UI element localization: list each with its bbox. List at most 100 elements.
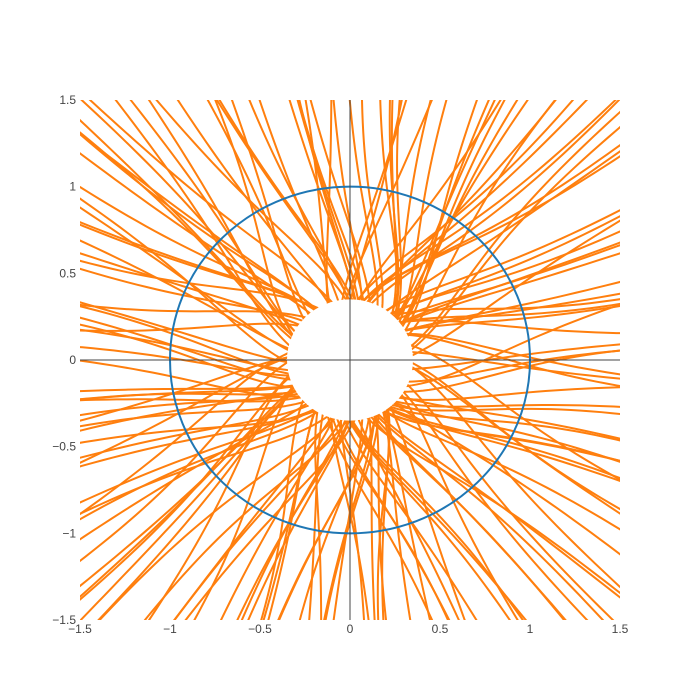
orange-series-line [411,343,620,371]
orange-series-line [80,118,294,337]
orange-series-line [80,132,318,310]
orange-series-line [395,100,529,321]
y-tick-label: 1.5 [59,93,76,107]
orange-series-line [80,239,290,350]
orange-series-line [411,362,620,511]
orange-series-line [336,418,451,620]
orange-series-line [330,416,370,620]
orange-series-line [376,407,391,620]
orange-series-line [332,418,364,620]
orange-series-line [398,319,620,335]
orange-series-line [404,305,620,332]
orange-series-line [358,100,502,301]
orange-series-line [387,406,620,480]
orange-series-line [375,414,605,620]
orange-series-line [80,346,291,377]
orange-series-line [80,252,300,326]
x-tick-label: 1.5 [612,622,629,636]
orange-series-line [404,100,478,332]
orange-series-line [406,100,557,337]
orange-series-line [80,303,307,319]
y-axis: −1.5 −1 −0.5 0 0.5 1 1.5 [52,93,76,627]
orange-series-line [400,100,519,326]
orange-series-line [410,110,620,347]
orange-series-line [80,404,310,459]
orange-series-line [80,361,289,563]
orange-series-line [288,100,357,301]
orange-series-line [80,223,317,311]
orange-series-line [230,100,305,320]
orange-series-line [370,100,620,305]
orange-series-line [366,100,589,303]
orange-series-line [173,419,343,620]
orange-series-line [314,410,323,620]
orange-series-line [374,414,388,620]
x-tick-label: −1 [163,622,177,636]
x-tick-label: 0.5 [432,622,449,636]
orange-series-line [176,100,330,304]
orange-series-line [332,100,363,302]
orange-series-line [351,419,525,620]
y-tick-label: −1.5 [52,613,76,627]
orange-series-line [327,415,434,620]
orange-series-line [366,417,620,595]
x-axis: −1.5 −1 −0.5 0 0.5 1 1.5 [68,622,629,636]
orange-series-line [399,395,620,440]
orange-series-line [391,403,620,416]
orange-series-line [308,413,324,620]
orange-series-line [362,100,617,302]
orange-series-line [80,356,289,422]
orange-series-line [348,100,379,307]
orange-series-line [411,366,620,589]
orange-series-line [218,100,354,301]
orange-series-line [362,155,620,302]
orange-series-line [80,197,289,363]
orange-series-line [80,359,301,398]
orange-series-line [390,100,398,316]
orange-series-line [80,322,300,332]
orange-series-line [80,408,315,504]
orange-series-line [297,100,365,302]
orange-series-line [411,351,620,380]
orange-series-line [410,344,620,481]
orange-series-line [215,100,350,301]
orange-series-line [193,384,295,620]
orange-series-line [348,419,512,620]
orange-series-line [382,410,412,620]
orange-series-line [385,209,620,312]
orange-series-line [398,302,620,324]
y-tick-label: −1 [62,526,76,540]
orange-series-line [398,386,620,401]
orange-series-line [405,332,620,376]
orange-series-line [304,100,331,304]
orange-series-line [398,100,448,324]
orange-series-line [394,400,620,408]
orange-series-line [382,410,620,462]
orange-series-line [349,419,528,620]
orange-series-line [143,419,348,620]
orange-series-line [343,419,478,620]
x-tick-label: −0.5 [248,622,272,636]
orange-series-line [80,402,308,541]
orange-series-line [80,352,289,516]
orange-series-line [401,100,506,328]
orange-series-line [129,100,296,333]
orange-series-line [206,100,310,316]
orange-series-line [219,417,335,620]
orange-series-line [356,100,575,301]
x-tick-label: 1 [527,622,534,636]
orange-series-line [147,374,290,620]
orange-series-line [395,100,403,320]
y-tick-label: 1 [69,180,76,194]
orange-series-line [377,413,620,599]
orange-series-line [80,415,329,515]
orange-series-line [410,125,620,351]
orange-series-line [399,252,620,325]
orange-series-line [80,389,297,432]
orange-series-line [373,415,567,620]
orange-series-line [389,405,466,620]
orange-series-line [395,244,620,321]
orange-series-line [393,401,620,463]
